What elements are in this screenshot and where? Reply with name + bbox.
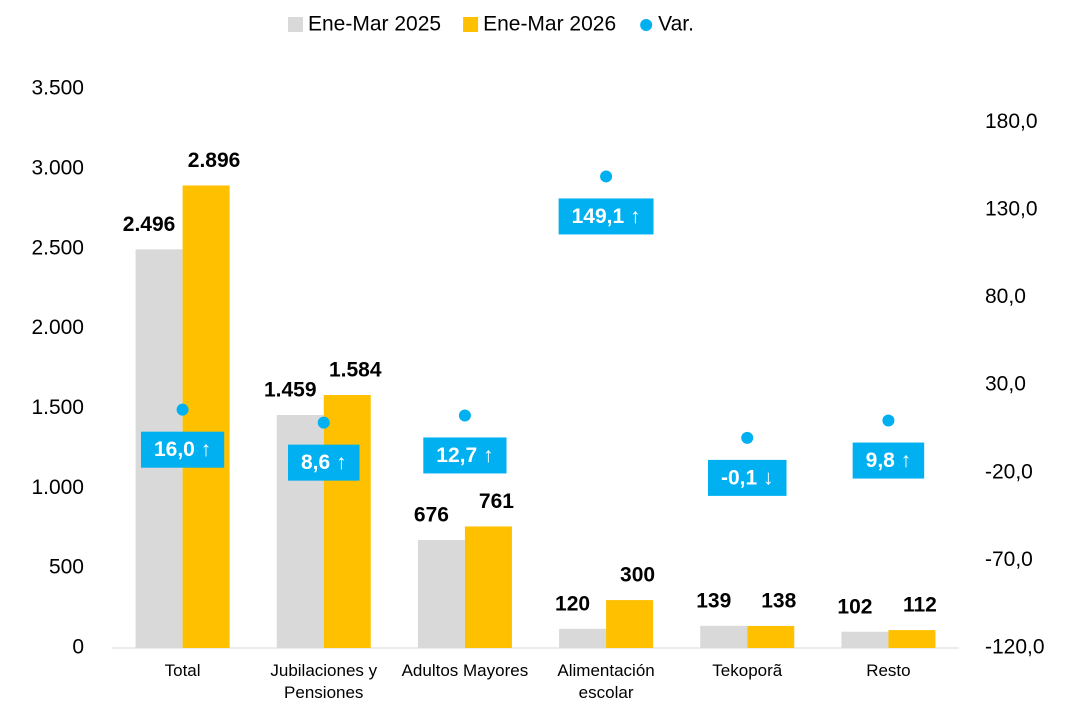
y2-tick-label: -20,0: [985, 460, 1033, 483]
bar-value-label: 112: [903, 594, 937, 617]
y-tick-label: 2.500: [31, 236, 84, 259]
y-tick-label: 1.500: [31, 396, 84, 419]
bar-value-label: 2.496: [123, 213, 176, 236]
bar-value-label: 676: [414, 504, 449, 527]
x-tick-label-box: Tekoporã: [712, 661, 783, 680]
bar: [700, 625, 748, 648]
bar-value-label: 139: [696, 589, 731, 612]
bar: [464, 526, 512, 648]
bar-value-label: 102: [837, 595, 872, 618]
legend-label: Ene-Mar 2025: [308, 13, 441, 36]
legend-marker: [288, 17, 303, 32]
var-label-group: 9,8 ↑: [852, 442, 925, 479]
bar-value-label: 2.896: [188, 149, 241, 172]
y-tick-label: 3.000: [31, 156, 84, 179]
var-label: 16,0 ↑: [154, 438, 211, 461]
x-tick-label-box: Total: [164, 661, 201, 680]
bar: [559, 628, 607, 648]
x-tick-label-box: Resto: [866, 661, 911, 680]
bar: [888, 630, 936, 648]
legend-marker: [640, 19, 653, 31]
bar: [182, 185, 230, 649]
var-label-box: [423, 437, 507, 474]
var-label: -0,1 ↓: [721, 466, 774, 489]
y-tick-label: 0: [72, 636, 84, 659]
var-label-group: 8,6 ↑: [287, 444, 360, 481]
bar-value-label: 1.584: [329, 359, 382, 382]
x-tick-label: Alimentación escolar: [557, 661, 655, 702]
var-label-box: [140, 431, 225, 468]
y2-tick-label: -70,0: [985, 548, 1033, 571]
bar: [323, 395, 371, 648]
var-point: [741, 431, 754, 444]
var-label-box: [287, 444, 360, 481]
bar: [417, 540, 465, 648]
bar: [747, 625, 795, 648]
y2-tick-label: -120,0: [985, 636, 1045, 659]
legend-marker: [463, 17, 479, 32]
var-label-box: [707, 459, 787, 496]
y2-tick-label: 130,0: [985, 197, 1038, 220]
x-tick-label: Adultos Mayores: [401, 661, 529, 680]
y-tick-label: 2.000: [31, 316, 84, 339]
bar-value-label: 761: [479, 490, 514, 513]
var-label: 149,1 ↑: [572, 205, 641, 228]
x-tick-label: Total: [164, 661, 201, 680]
var-label-group: 12,7 ↑: [423, 437, 507, 474]
x-tick-label: Tekoporã: [712, 661, 783, 680]
y-tick-label: 500: [49, 556, 84, 579]
x-tick-label: Resto: [866, 661, 911, 680]
x-tick-label-box: Jubilaciones y Pensiones: [270, 661, 378, 702]
var-point: [600, 170, 613, 183]
var-point: [176, 403, 189, 416]
y-tick-label: 1.000: [31, 476, 84, 499]
var-label: 8,6 ↑: [301, 451, 347, 474]
y2-tick-label: 180,0: [985, 110, 1038, 133]
var-label-group: 16,0 ↑: [140, 431, 225, 468]
bar-value-label: 138: [761, 590, 796, 613]
var-label-group: -0,1 ↓: [707, 459, 787, 496]
y2-tick-label: 80,0: [985, 285, 1026, 308]
var-point: [317, 416, 330, 429]
legend-label: Ene-Mar 2026: [483, 13, 616, 36]
x-tick-label: Jubilaciones y Pensiones: [270, 661, 378, 702]
var-label-box: [558, 198, 654, 235]
bar-value-label: 1.459: [264, 379, 317, 402]
y-tick-label: 3.500: [31, 77, 84, 100]
x-tick-label-box: Alimentación escolar: [557, 661, 655, 702]
var-point: [458, 409, 471, 422]
bar-value-label: 120: [555, 592, 590, 615]
x-tick-label-box: Adultos Mayores: [401, 661, 529, 680]
bar: [841, 631, 889, 648]
var-label-group: 149,1 ↑: [558, 198, 654, 235]
y2-tick-label: 30,0: [985, 373, 1026, 396]
bar: [606, 600, 654, 648]
var-label: 9,8 ↑: [866, 449, 912, 472]
var-label-box: [852, 442, 925, 479]
legend-label: Var.: [658, 13, 694, 36]
var-point: [882, 414, 895, 427]
bar-value-label: 300: [620, 564, 655, 587]
var-label: 12,7 ↑: [436, 444, 493, 467]
